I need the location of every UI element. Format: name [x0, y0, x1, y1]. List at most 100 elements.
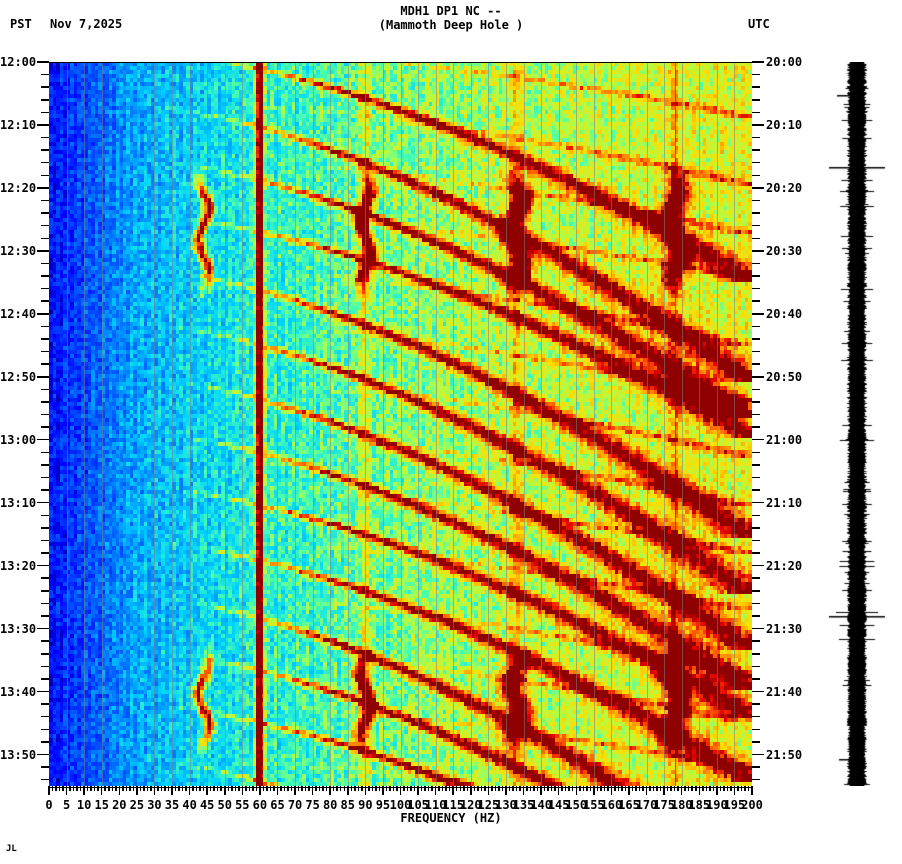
time-tick-left — [41, 111, 49, 114]
date-label: Nov 7,2025 — [50, 17, 123, 31]
freq-tick — [104, 786, 106, 791]
freq-tick — [438, 786, 440, 791]
time-tick-right — [752, 728, 760, 731]
time-label-right: 21:40 — [766, 684, 803, 699]
freq-tick — [466, 786, 469, 791]
freq-tick — [571, 786, 574, 791]
freq-tick — [515, 786, 518, 791]
freq-tick — [635, 786, 637, 791]
freq-tick — [248, 786, 251, 791]
freq-tick — [396, 786, 398, 791]
freq-tick — [579, 786, 581, 791]
freq-tick — [181, 786, 184, 791]
time-tick-left — [37, 61, 49, 63]
freq-tick — [195, 786, 198, 791]
time-label-left: 12:40 — [0, 306, 37, 321]
time-tick-right — [752, 426, 760, 428]
freq-label: 155 — [582, 798, 605, 812]
freq-tick — [589, 786, 592, 791]
freq-tick — [561, 786, 563, 791]
freq-tick — [174, 786, 177, 791]
freq-tick — [69, 786, 71, 791]
time-tick-left — [37, 627, 49, 630]
freq-tick — [726, 786, 729, 791]
freq-tick — [540, 786, 542, 795]
time-tick-right — [752, 476, 760, 479]
freq-label: 200 — [741, 798, 763, 812]
freq-tick — [311, 786, 314, 795]
time-tick-right — [752, 653, 760, 655]
time-tick-right — [752, 73, 760, 76]
freq-label: 180 — [670, 798, 693, 812]
time-tick-right — [752, 489, 760, 491]
freq-label: 165 — [618, 798, 640, 812]
freq-label: 45 — [199, 798, 215, 812]
freq-label: 145 — [547, 798, 570, 812]
freq-tick — [118, 786, 121, 795]
time-tick-right — [752, 451, 760, 454]
time-tick-left — [41, 338, 49, 340]
time-label-left: 13:30 — [0, 621, 37, 636]
time-tick-left — [41, 489, 49, 491]
time-tick-right — [752, 552, 760, 554]
freq-tick — [220, 786, 222, 791]
freq-label: 35 — [164, 798, 180, 812]
freq-label: 115 — [442, 798, 465, 812]
freq-tick — [649, 786, 651, 791]
freq-tick — [76, 786, 78, 791]
freq-tick — [58, 786, 61, 791]
freq-label: 85 — [340, 798, 355, 812]
freq-tick — [364, 786, 367, 795]
time-tick-right — [752, 464, 760, 466]
freq-label: 160 — [600, 798, 623, 812]
freq-tick — [227, 786, 229, 791]
time-tick-left — [41, 539, 49, 542]
freq-tick — [529, 786, 532, 791]
time-tick-right — [752, 665, 760, 668]
freq-tick — [709, 786, 711, 791]
freq-tick — [747, 786, 750, 791]
freq-label: 140 — [530, 798, 552, 812]
freq-tick — [670, 786, 672, 791]
time-tick-left — [41, 363, 49, 365]
spectrogram-plot[interactable] — [49, 62, 752, 786]
time-tick-left — [41, 237, 49, 240]
freq-tick — [378, 786, 381, 791]
freq-tick — [178, 786, 180, 791]
time-tick-left — [41, 703, 49, 705]
freq-tick — [751, 786, 753, 795]
freq-tick — [666, 786, 669, 791]
freq-tick — [593, 786, 595, 795]
freq-tick — [266, 786, 268, 791]
freq-tick — [276, 786, 279, 795]
freq-tick — [332, 786, 335, 791]
freq-tick — [420, 786, 423, 791]
freq-tick — [712, 786, 715, 791]
freq-tick — [375, 786, 377, 791]
time-tick-right — [752, 602, 760, 605]
freq-tick — [586, 786, 588, 791]
freq-tick — [339, 786, 342, 791]
time-tick-left — [41, 224, 49, 227]
time-tick-right — [752, 640, 760, 642]
time-label-left: 12:30 — [0, 243, 37, 258]
freq-tick — [480, 786, 483, 791]
time-label-left: 13:00 — [0, 432, 37, 447]
frequency-axis-title: FREQUENCY (HZ) — [400, 811, 502, 825]
freq-tick — [413, 786, 416, 791]
time-tick-left — [41, 766, 49, 768]
time-tick-left — [37, 313, 49, 315]
freq-tick — [501, 786, 504, 791]
freq-tick — [86, 786, 89, 791]
freq-tick — [596, 786, 599, 791]
freq-tick — [505, 786, 507, 795]
freq-tick — [55, 786, 57, 791]
freq-label: 125 — [477, 798, 500, 812]
freq-tick — [487, 786, 490, 795]
time-tick-left — [41, 577, 49, 579]
freq-tick — [97, 786, 99, 791]
freq-tick — [624, 786, 627, 791]
time-tick-right — [752, 275, 760, 277]
time-tick-right — [752, 703, 760, 705]
freq-tick — [259, 786, 261, 795]
